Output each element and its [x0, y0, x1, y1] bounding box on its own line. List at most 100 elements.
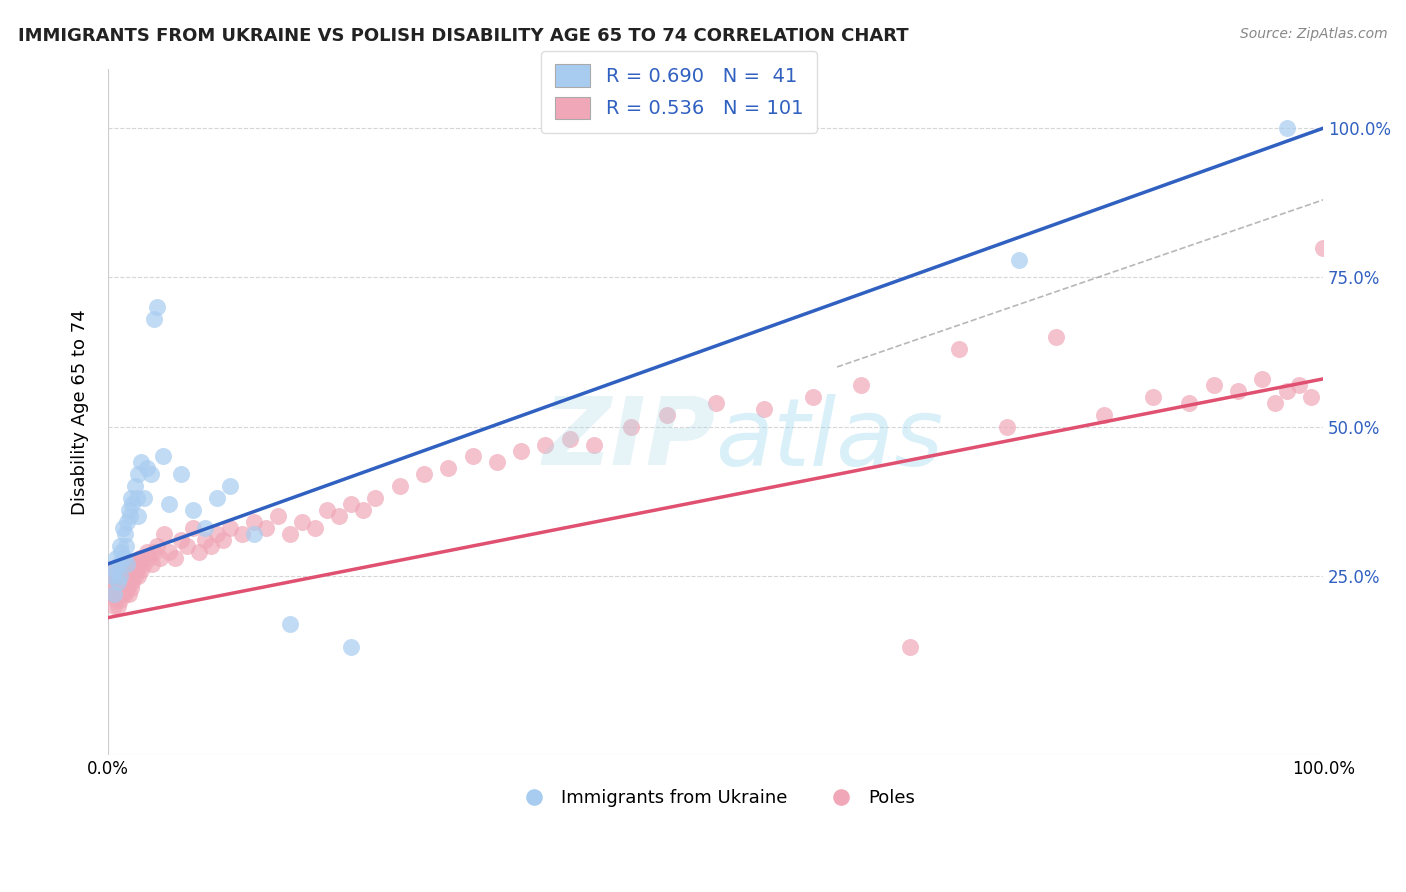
Point	[1299, 390, 1322, 404]
Text: ZIP: ZIP	[543, 393, 716, 485]
Point	[107, 574, 129, 589]
Point	[108, 569, 131, 583]
Point	[364, 491, 387, 506]
Point	[243, 515, 266, 529]
Point	[352, 503, 374, 517]
Point	[1251, 372, 1274, 386]
Point	[139, 467, 162, 482]
Point	[152, 450, 174, 464]
Point	[127, 467, 149, 482]
Text: IMMIGRANTS FROM UKRAINE VS POLISH DISABILITY AGE 65 TO 74 CORRELATION CHART: IMMIGRANTS FROM UKRAINE VS POLISH DISABI…	[18, 27, 908, 45]
Point	[149, 550, 172, 565]
Point	[110, 545, 132, 559]
Point	[1008, 252, 1031, 267]
Point	[485, 455, 508, 469]
Point	[121, 497, 143, 511]
Point	[131, 550, 153, 565]
Point	[117, 581, 139, 595]
Point	[117, 503, 139, 517]
Point	[851, 377, 873, 392]
Point	[340, 640, 363, 655]
Point	[117, 587, 139, 601]
Point	[107, 581, 129, 595]
Point	[254, 521, 277, 535]
Point	[120, 491, 142, 506]
Point	[104, 563, 127, 577]
Point	[103, 587, 125, 601]
Point	[108, 557, 131, 571]
Point	[129, 563, 152, 577]
Point	[194, 521, 217, 535]
Point	[118, 557, 141, 571]
Point	[188, 545, 211, 559]
Point	[103, 569, 125, 583]
Point	[112, 550, 135, 565]
Point	[110, 581, 132, 595]
Point	[112, 563, 135, 577]
Point	[704, 396, 727, 410]
Point	[127, 569, 149, 583]
Point	[340, 497, 363, 511]
Point	[105, 574, 128, 589]
Point	[134, 491, 156, 506]
Point	[948, 342, 970, 356]
Point	[1275, 384, 1298, 398]
Point	[104, 563, 127, 577]
Point	[108, 592, 131, 607]
Y-axis label: Disability Age 65 to 74: Disability Age 65 to 74	[72, 309, 89, 515]
Point	[121, 574, 143, 589]
Point	[558, 432, 581, 446]
Point	[267, 509, 290, 524]
Point	[141, 557, 163, 571]
Point	[117, 569, 139, 583]
Point	[291, 515, 314, 529]
Point	[129, 455, 152, 469]
Point	[304, 521, 326, 535]
Point	[108, 539, 131, 553]
Point	[243, 527, 266, 541]
Point	[127, 491, 149, 506]
Point	[218, 521, 240, 535]
Point	[163, 550, 186, 565]
Point	[207, 527, 229, 541]
Point	[145, 300, 167, 314]
Point	[138, 550, 160, 565]
Point	[125, 557, 148, 571]
Legend: Immigrants from Ukraine, Poles: Immigrants from Ukraine, Poles	[509, 782, 922, 814]
Point	[114, 569, 136, 583]
Point	[1288, 377, 1310, 392]
Point	[534, 437, 557, 451]
Point	[105, 592, 128, 607]
Point	[1045, 330, 1067, 344]
Point	[1263, 396, 1285, 410]
Point	[754, 401, 776, 416]
Point	[200, 539, 222, 553]
Point	[328, 509, 350, 524]
Point	[118, 574, 141, 589]
Point	[437, 461, 460, 475]
Point	[135, 461, 157, 475]
Point	[153, 527, 176, 541]
Point	[117, 557, 139, 571]
Point	[619, 419, 641, 434]
Point	[181, 521, 204, 535]
Point	[115, 574, 138, 589]
Point	[105, 550, 128, 565]
Point	[655, 408, 678, 422]
Point	[108, 574, 131, 589]
Point	[145, 539, 167, 553]
Point	[898, 640, 921, 655]
Point	[207, 491, 229, 506]
Point	[108, 569, 131, 583]
Point	[157, 497, 180, 511]
Point	[117, 563, 139, 577]
Point	[135, 545, 157, 559]
Point	[157, 545, 180, 559]
Point	[1142, 390, 1164, 404]
Point	[118, 509, 141, 524]
Point	[143, 545, 166, 559]
Text: Source: ZipAtlas.com: Source: ZipAtlas.com	[1240, 27, 1388, 41]
Point	[413, 467, 436, 482]
Point	[278, 616, 301, 631]
Point	[1275, 121, 1298, 136]
